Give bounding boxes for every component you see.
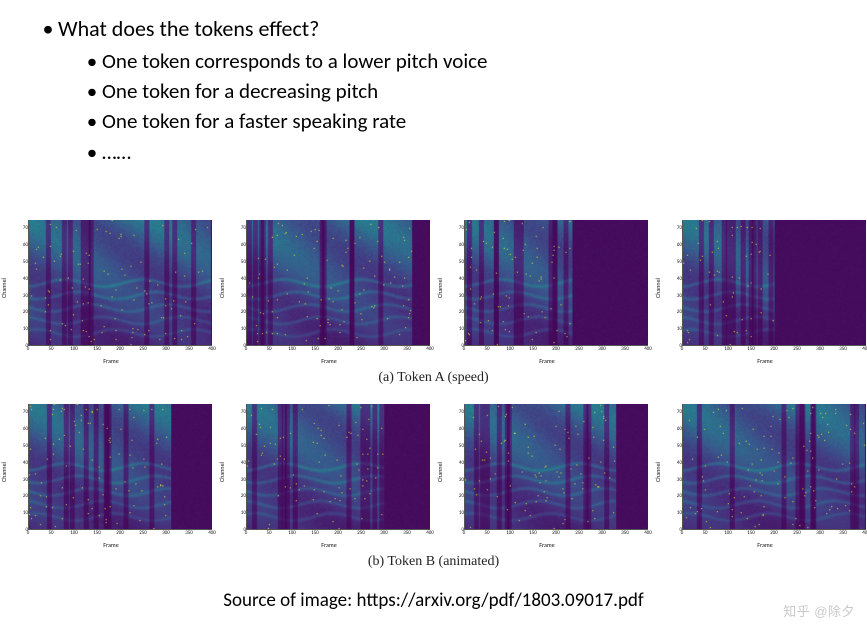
watermark: 知乎 @除夕 [783,601,855,620]
spec-a2: ChannelFrame0102030405060700501001502002… [224,214,434,362]
slide: What does the tokens effect? One token c… [0,0,867,626]
bullet-l1: What does the tokens effect? [58,14,837,44]
row-token-b: ChannelFrame0102030405060700501001502002… [6,398,861,546]
row-token-a: ChannelFrame0102030405060700501001502002… [6,214,861,362]
bullet-l2a: One token corresponds to a lower pitch v… [102,47,837,75]
source-line: Source of image: https://arxiv.org/pdf/1… [0,589,867,612]
spec-a1: ChannelFrame0102030405060700501001502002… [6,214,216,362]
caption-a: (a) Token A (speed) [0,370,867,386]
bullet-list: What does the tokens effect? One token c… [58,14,837,168]
spec-a3: ChannelFrame0102030405060700501001502002… [442,214,652,362]
caption-b: (b) Token B (animated) [0,554,867,570]
bullet-l2b: One token for a decreasing pitch [102,77,837,105]
spec-b3: ChannelFrame0102030405060700501001502002… [442,398,652,546]
spec-b2: ChannelFrame0102030405060700501001502002… [224,398,434,546]
spec-b4: ChannelFrame0102030405060700501001502002… [660,398,867,546]
bullet-l2d: …… [102,138,837,166]
spec-a4: ChannelFrame0102030405060700501001502002… [660,214,867,362]
bullet-l2c: One token for a faster speaking rate [102,107,837,135]
spec-b1: ChannelFrame0102030405060700501001502002… [6,398,216,546]
